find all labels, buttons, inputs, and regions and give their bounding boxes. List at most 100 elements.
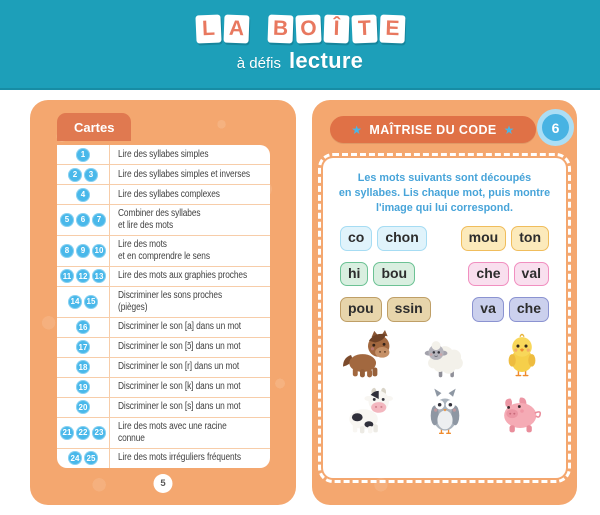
card-description-text: Discriminer le son [ɔ̃] dans un mot	[118, 341, 241, 353]
card-description-text: Lire des syllabes simples et inverses	[118, 168, 251, 180]
syllable-grid: co chon mou ton hi bou che val pou ssin va che	[323, 226, 566, 322]
activity-card-panel: ★ MAÎTRISE DU CODE ★ 6 Les mots suivants…	[312, 100, 577, 505]
card-numbers-cell: 1	[57, 145, 110, 164]
card-description-text: Discriminer les sons proches (pièges)	[118, 289, 223, 313]
cards-table-row: 1 Lire des syllabes simples	[57, 145, 270, 165]
card-numbers-cell: 21 22 23	[57, 417, 110, 448]
card-description-text: Lire des mots irréguliers fréquents	[118, 452, 241, 464]
card-number-chip: 14	[68, 294, 82, 309]
card-numbers-cell: 16	[57, 317, 110, 337]
card-description-text: Lire des syllabes simples	[118, 148, 209, 160]
card-description: Lire des syllabes complexes	[110, 185, 270, 204]
logo-letter-tile: A	[223, 14, 249, 43]
pig-image	[503, 397, 541, 433]
card-numbers-cell: 18	[57, 357, 110, 377]
card-numbers-cell: 19	[57, 377, 110, 397]
card-number-chip: 22	[76, 425, 90, 440]
logo-letter-tile: T	[350, 13, 378, 44]
card-description: Discriminer le son [r] dans un mot	[110, 358, 270, 377]
syllable-row: hi bou che val	[340, 261, 549, 287]
card-description: Lire des syllabes simples et inverses	[110, 165, 270, 184]
card-description-text: Lire des mots et en comprendre le sens	[118, 238, 210, 262]
cards-table-row: 14 15 Discriminer les sons proches (pièges…	[57, 286, 270, 318]
animal-images	[323, 329, 566, 436]
activity-title-pill: ★ MAÎTRISE DU CODE ★	[330, 116, 536, 143]
syllable-tile: val	[513, 261, 549, 287]
logo-subtitle-bold: lecture	[288, 47, 364, 73]
card-description: Discriminer les sons proches (pièges)	[110, 287, 270, 317]
card-number-badge: 6	[537, 109, 574, 146]
syllable-word-group: mou ton	[460, 226, 549, 251]
cards-table: 1 Lire des syllabes simples 2 3 Lire des syl…	[57, 145, 270, 468]
card-description: Discriminer le son [k] dans un mot	[110, 378, 270, 397]
card-numbers-cell: 4	[57, 185, 110, 204]
syllable-tile: hi	[340, 261, 369, 287]
card-description: Lire des mots irréguliers fréquents	[110, 449, 270, 468]
syllable-tile: mou	[460, 226, 507, 251]
card-description: Discriminer le son [s] dans un mot	[110, 398, 270, 417]
card-description: Lire des mots et en comprendre le sens	[110, 236, 270, 266]
syllable-word-group: va che	[472, 297, 549, 322]
horse-image	[342, 329, 389, 378]
syllable-word-group: pou ssin	[340, 297, 431, 322]
cards-table-row: 11 12 13 Lire des mots aux graphies proches	[57, 266, 270, 287]
cards-tab: Cartes	[57, 113, 132, 141]
cards-table-row: 2 3 Lire des syllabes simples et inverses	[57, 165, 270, 185]
card-description-text: Discriminer le son [r] dans un mot	[118, 361, 240, 373]
card-number-chip: 24	[68, 451, 82, 465]
card-number-chip: 16	[76, 320, 90, 335]
card-number-chip: 4	[76, 187, 90, 202]
card-description: Lire des syllabes simples	[110, 145, 270, 164]
card-numbers-cell: 17	[57, 337, 110, 357]
cow-image	[348, 387, 393, 434]
star-icon: ★	[503, 122, 515, 137]
activity-title: MAÎTRISE DU CODE	[369, 122, 497, 137]
card-number-chip: 3	[84, 167, 98, 182]
syllable-tile: bou	[373, 261, 416, 287]
cards-table-row: 5 6 7 Combiner des syllabes et lire des mot…	[57, 205, 270, 236]
syllable-word-group: co chon	[340, 226, 427, 251]
syllable-tile: ton	[511, 226, 549, 251]
card-number-chip: 12	[76, 269, 90, 284]
card-number-chip: 10	[92, 243, 106, 258]
syllable-word-group: hi bou	[340, 261, 416, 287]
card-number-chip: 23	[92, 425, 106, 440]
cards-table-row: 16 Discriminer le son [a] dans un mot	[57, 317, 270, 338]
card-number-chip: 13	[92, 269, 106, 284]
syllable-tile: che	[468, 261, 509, 287]
card-number-chip: 1	[76, 147, 90, 162]
owl-image	[430, 388, 459, 434]
cards-table-row: 24 25 Lire des mots irréguliers fréquents	[57, 448, 270, 468]
card-number-chip: 18	[76, 360, 90, 375]
card-number-chip: 7	[92, 212, 106, 227]
card-numbers-cell: 8 9 10	[57, 235, 110, 266]
cards-table-row: 20 Discriminer le son [s] dans un mot	[57, 397, 270, 418]
card-number-chip: 15	[84, 294, 98, 309]
syllable-row: pou ssin va che	[340, 297, 549, 322]
card-description-text: Combiner des syllabes et lire des mots	[118, 208, 201, 231]
logo-letter-tile: L	[194, 13, 222, 44]
card-number-chip: 9	[76, 243, 90, 258]
chick-image	[508, 333, 535, 377]
card-number-chip: 20	[76, 400, 90, 415]
card-description: Discriminer le son [a] dans un mot	[110, 318, 270, 337]
card-number: 6	[551, 119, 560, 136]
card-description-text: Lire des mots avec une racine connue	[118, 420, 227, 444]
card-description-text: Discriminer le son [a] dans un mot	[118, 321, 241, 333]
logo-letter-tile: B	[267, 14, 293, 43]
logo-subtitle: à défis lecture	[237, 48, 363, 74]
card-number-chip: 11	[60, 269, 74, 284]
card-description: Discriminer le son [ɔ̃] dans un mot	[110, 338, 270, 357]
syllable-row: co chon mou ton	[340, 226, 549, 251]
cards-index-panel: Cartes 1 Lire des syllabes simples 2 3 Lire …	[30, 100, 296, 505]
logo-letter-tile: O	[294, 13, 322, 44]
logo-letter-tile: E	[379, 14, 405, 43]
card-number-chip: 6	[76, 212, 90, 227]
syllable-tile: che	[508, 297, 549, 322]
star-icon: ★	[351, 122, 363, 137]
cards-table-row: 17 Discriminer le son [ɔ̃] dans un mot	[57, 337, 270, 358]
